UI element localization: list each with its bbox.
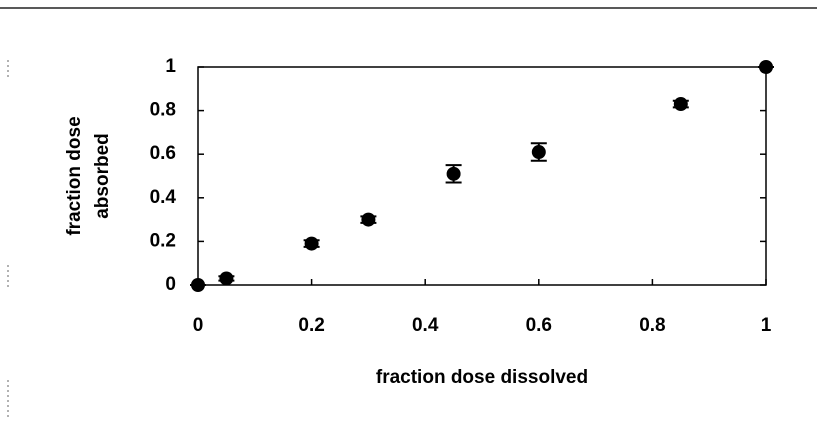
point: [304, 236, 319, 251]
x-axis-label: fraction dose dissolved: [376, 367, 588, 388]
y-tick-label: 1: [165, 56, 176, 77]
x-tick-label: 0.6: [526, 315, 552, 336]
x-tick-label: 0.4: [412, 315, 439, 336]
point: [759, 60, 773, 74]
y-axis-label-line: fraction dose: [64, 116, 85, 235]
point: [531, 145, 546, 160]
point: [673, 97, 688, 112]
point: [219, 271, 234, 286]
point: [446, 166, 461, 181]
y-axis-label-line: absorbed: [92, 133, 113, 219]
x-tick-label: 1: [761, 315, 772, 336]
point: [191, 278, 205, 292]
plot-frame: [197, 66, 767, 286]
y-tick-label: 0.6: [150, 143, 176, 164]
y-tick-label: 0.2: [150, 230, 176, 251]
point: [361, 212, 376, 227]
y-axis-label: fraction dose absorbed: [64, 116, 113, 235]
x-tick-label: 0.2: [298, 315, 324, 336]
y-tick-label: 0.4: [150, 187, 177, 208]
y-tick-label: 0: [165, 274, 176, 295]
x-tick-label: 0.8: [639, 315, 665, 336]
x-tick-label: 0: [193, 315, 204, 336]
y-tick-label: 0.8: [150, 100, 176, 121]
